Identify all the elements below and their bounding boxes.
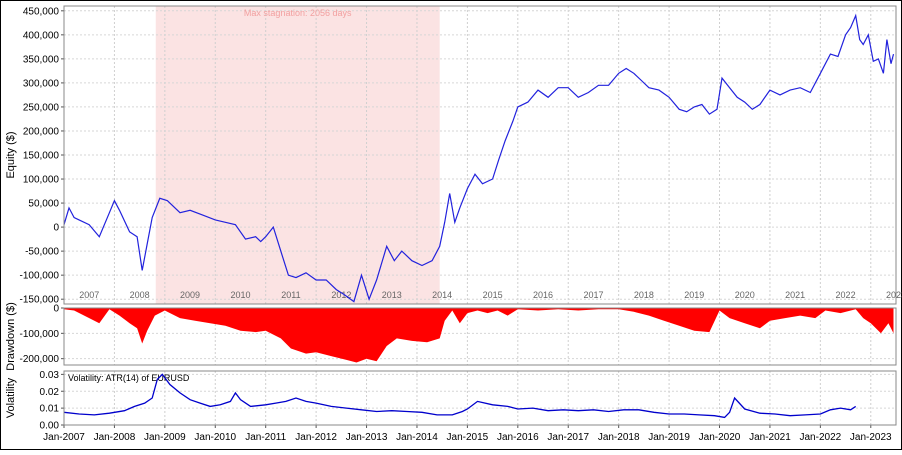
volatility-y-label: Volatility: [5, 377, 17, 418]
y-tick-label: 50,000: [28, 199, 59, 210]
x-tick-label: Jan-2011: [245, 432, 286, 443]
drawdown-y-label: Drawdown ($): [5, 302, 17, 370]
x-tick-label: Jan-2012: [295, 432, 337, 443]
y-tick-label: 0: [53, 304, 59, 315]
year-label: 2008: [130, 290, 150, 300]
x-tick-label: Jan-2015: [447, 432, 489, 443]
year-label: 2014: [432, 290, 452, 300]
equity-frame: [63, 5, 897, 305]
x-tick-label: Jan-2016: [497, 432, 539, 443]
y-tick-label: 0: [53, 223, 59, 234]
y-tick-label: -150,000: [20, 295, 60, 306]
equity-y-label: Equity ($): [5, 131, 17, 178]
x-tick-label: Jan-2008: [94, 432, 136, 443]
volatility-line: [63, 373, 857, 419]
y-tick-label: 450,000: [23, 6, 60, 17]
y-tick-label: -200,000: [20, 354, 60, 365]
x-tick-label: Jan-2010: [194, 432, 236, 443]
year-label: 2023: [886, 290, 902, 300]
y-tick-label: 400,000: [23, 30, 60, 41]
y-tick-label: 300,000: [23, 78, 60, 89]
x-tick-label: Jan-2013: [346, 432, 388, 443]
x-tick-label: Jan-2020: [699, 432, 741, 443]
year-label: 2010: [230, 290, 250, 300]
x-tick-label: Jan-2017: [547, 432, 589, 443]
year-label: 2016: [533, 290, 553, 300]
year-label: 2015: [483, 290, 503, 300]
x-tick-label: Jan-2022: [800, 432, 842, 443]
x-tick-label: Jan-2009: [144, 432, 186, 443]
x-tick-label: Jan-2007: [43, 432, 85, 443]
drawdown-frame: [63, 307, 897, 366]
y-tick-label: 0.03: [40, 370, 60, 381]
x-tick-label: Jan-2018: [598, 432, 640, 443]
y-tick-label: 100,000: [23, 175, 60, 186]
volatility-panel: Volatility: ATR(14) of EURUSD 0.03 0.02 0.…: [5, 370, 897, 443]
y-tick-label: -100,000: [20, 329, 60, 340]
y-tick-label: -50,000: [25, 247, 59, 258]
y-tick-label: -100,000: [20, 271, 60, 282]
equity-panel: Max stagnation: 2056 days 2007 2008 2009 20…: [5, 5, 902, 306]
year-label: 2007: [79, 290, 99, 300]
x-tick-label: Jan-2023: [850, 432, 892, 443]
year-label: 2013: [382, 290, 402, 300]
y-tick-label: 0.01: [40, 404, 60, 415]
y-tick-label: 150,000: [23, 151, 60, 162]
year-label: 2018: [634, 290, 654, 300]
drawdown-area: [64, 308, 894, 363]
y-tick-label: 200,000: [23, 126, 60, 137]
y-tick-label: 250,000: [23, 102, 60, 113]
equity-grid: [63, 6, 896, 304]
year-label: 2011: [281, 290, 300, 300]
volatility-frame: [63, 370, 897, 426]
volatility-title: Volatility: ATR(14) of EURUSD: [68, 373, 190, 383]
y-tick-label: 0.02: [40, 387, 60, 398]
stagnation-annotation: Max stagnation: 2056 days: [244, 8, 352, 18]
x-tick-label: Jan-2019: [648, 432, 690, 443]
year-label: 2012: [331, 290, 351, 300]
x-tick-label: Jan-2014: [396, 432, 438, 443]
equity-y-ticks: 450,000 400,000 350,000 300,000 250,000 200,0…: [20, 6, 64, 306]
y-tick-label: 350,000: [23, 54, 60, 65]
year-label: 2017: [583, 290, 603, 300]
x-tick-label: Jan-2021: [749, 432, 791, 443]
y-tick-label: 0.00: [40, 421, 60, 432]
year-label: 2019: [684, 290, 704, 300]
year-label: 2020: [735, 290, 755, 300]
year-label: 2021: [785, 290, 805, 300]
equity-line: [63, 13, 895, 303]
year-label: 2009: [180, 290, 200, 300]
year-label: 2022: [836, 290, 856, 300]
volatility-x-ticks: Jan-2007 Jan-2008 Jan-2009 Jan-2010 Jan-2011…: [43, 425, 892, 443]
drawdown-panel: 0 -100,000 -200,000 Drawdown ($): [5, 302, 897, 371]
equity-year-labels: 2007 2008 2009 2010 2011 2012 2013 2014 2015 2016…: [79, 290, 902, 300]
